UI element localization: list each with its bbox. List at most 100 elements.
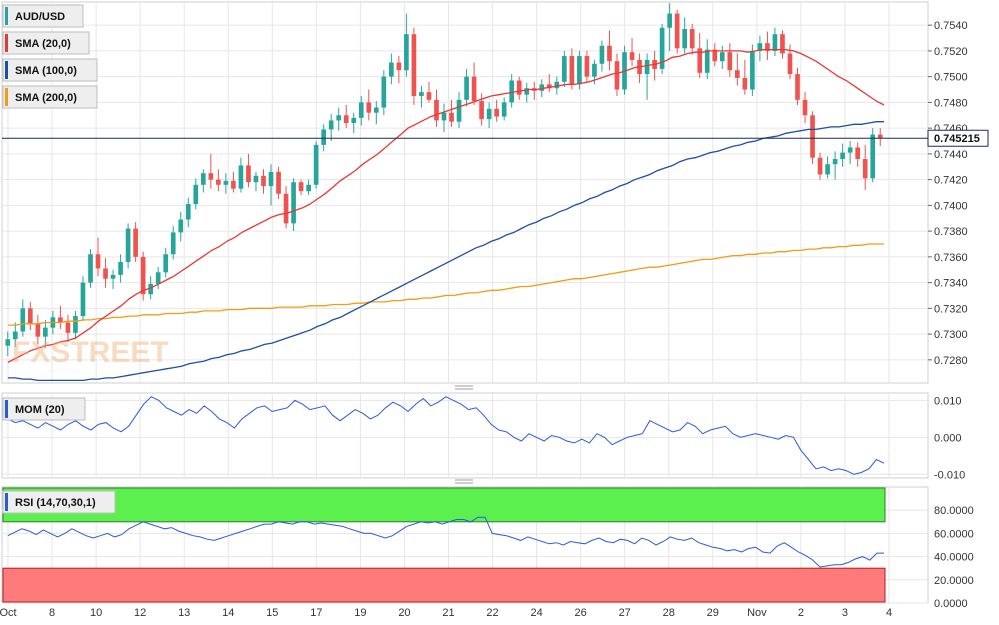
x-tick-label: 3 — [842, 607, 848, 619]
candle-body — [569, 56, 575, 85]
candle-body — [58, 317, 63, 323]
candle-body — [231, 180, 236, 189]
legend-sma20[interactable]: SMA (20,0) — [2, 31, 90, 55]
candle — [35, 314, 41, 345]
candle-body — [479, 101, 484, 120]
candle-body — [562, 56, 567, 82]
candle-body — [862, 159, 868, 179]
candle — [419, 85, 424, 108]
candle — [607, 30, 612, 71]
candle-body — [546, 84, 552, 89]
candle-body — [629, 52, 635, 60]
panel-frame-1 — [1, 392, 929, 479]
x-tick-label: 10 — [90, 607, 102, 619]
candle-body — [802, 99, 808, 116]
candle — [283, 186, 289, 229]
x-tick-label: 12 — [134, 607, 146, 619]
candle-body — [389, 62, 394, 77]
candle-body — [614, 61, 620, 90]
candle — [825, 156, 830, 179]
candle-body — [554, 81, 560, 89]
candle — [404, 13, 409, 77]
candle — [298, 179, 304, 196]
candle-body — [336, 115, 342, 121]
x-tick-label: 29 — [707, 607, 719, 619]
legend-symbol[interactable]: AUD/USD — [2, 4, 84, 28]
candle-body — [125, 228, 131, 263]
resize-handle-mom[interactable] — [455, 385, 473, 390]
candle-body — [667, 13, 672, 28]
candle — [546, 74, 552, 93]
candle-body — [80, 282, 86, 317]
candle — [246, 153, 251, 188]
candle — [276, 166, 281, 199]
candle-body — [5, 339, 11, 346]
resize-handle-rsi[interactable] — [455, 479, 473, 484]
price-tick-label: 0.7420 — [934, 175, 968, 187]
candle-body — [95, 254, 101, 269]
candle — [765, 31, 770, 60]
candle-body — [223, 180, 229, 185]
rsi-tick-label: 80.0000 — [934, 505, 974, 517]
legend-rsi[interactable]: RSI (14,70,30,1) — [2, 490, 116, 514]
x-tick-label: 2 — [798, 607, 804, 619]
price-tick-label: 0.7500 — [934, 72, 968, 84]
candle — [441, 103, 447, 133]
mom-tick-label: 0.010 — [934, 395, 962, 407]
candle — [88, 249, 93, 288]
candle — [644, 53, 650, 100]
legend-sma20-label: SMA (20,0) — [15, 38, 71, 50]
candle — [163, 247, 169, 278]
candle — [501, 97, 507, 121]
legend-sma100-label: SMA (100,0) — [15, 65, 77, 77]
axes: Oct 8 10 12 13 14 15 17 19 20 21 22 24 26 27 28 29 Nov 2 3 4… — [0, 20, 974, 619]
candle-body — [366, 102, 372, 113]
candle — [682, 17, 688, 54]
candle-body — [516, 80, 522, 95]
momentum-line — [7, 396, 885, 475]
candle — [110, 269, 116, 290]
candle-body — [43, 327, 48, 337]
candle — [268, 164, 274, 206]
candle-body — [419, 92, 424, 96]
candle-body — [817, 157, 823, 175]
candle-body — [584, 56, 590, 77]
candle — [223, 173, 229, 194]
candle — [343, 104, 349, 129]
panel-frame-0 — [1, 1, 929, 384]
candle-body — [343, 115, 349, 123]
price-tick-label: 0.7300 — [934, 329, 968, 341]
candle — [802, 92, 808, 123]
candle-body — [704, 49, 710, 73]
legend-mom[interactable]: MOM (20) — [2, 397, 86, 421]
x-tick-label: 4 — [886, 607, 892, 619]
candle-body — [810, 115, 815, 158]
candle-body — [200, 173, 206, 185]
candle — [832, 151, 838, 180]
candle-body — [772, 34, 778, 51]
candle — [659, 23, 665, 75]
candle-body — [471, 76, 477, 102]
candle — [667, 3, 672, 51]
legend-sma200[interactable]: SMA (200,0) — [2, 85, 98, 109]
candle-body — [524, 88, 530, 95]
candle — [27, 301, 33, 331]
candle — [58, 305, 63, 329]
candle-body — [12, 331, 18, 340]
candle-body — [276, 171, 281, 194]
candle-body — [509, 80, 515, 103]
candle-body — [697, 48, 703, 73]
candle-body — [88, 254, 93, 283]
candle-body — [216, 179, 221, 185]
candle — [185, 197, 191, 228]
candle — [704, 39, 710, 80]
price-tick-label: 0.7400 — [934, 200, 968, 212]
candle — [358, 95, 364, 126]
candle-body — [840, 152, 845, 160]
candle-body — [847, 147, 853, 153]
sma20-line — [7, 48, 885, 363]
legend-sma100[interactable]: SMA (100,0) — [2, 58, 98, 82]
candle-body — [163, 254, 169, 273]
candle — [862, 144, 868, 190]
candle — [389, 53, 394, 85]
